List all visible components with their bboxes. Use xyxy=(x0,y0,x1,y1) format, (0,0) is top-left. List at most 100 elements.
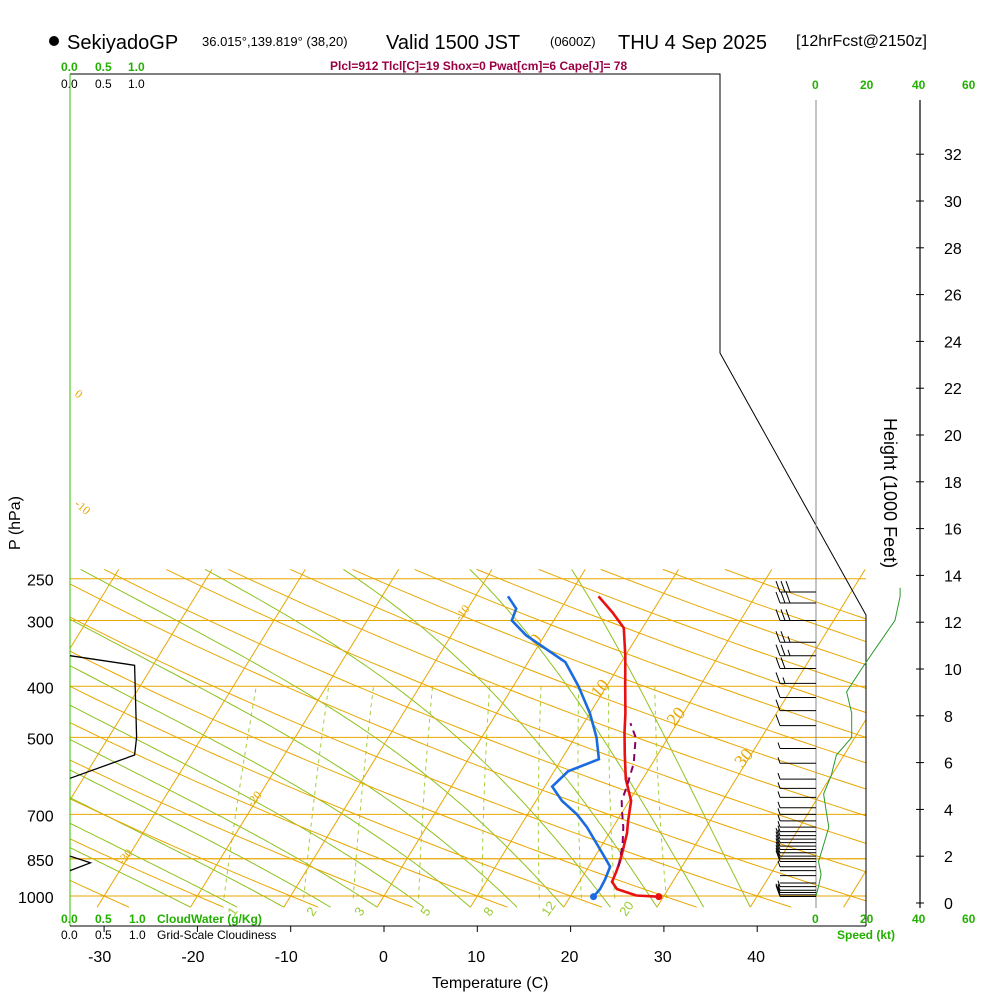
moist-adiabat-line xyxy=(70,618,518,908)
cloud-water-tick-bottom-1: 0.5 xyxy=(95,912,112,926)
height-tick-label: 0 xyxy=(944,896,953,913)
wind-barb-flag xyxy=(775,850,781,862)
wind-barb-flag xyxy=(775,591,781,604)
wind-barb-flag xyxy=(775,834,781,847)
wind-barb xyxy=(777,880,816,888)
wind-barb xyxy=(775,631,816,643)
wind-barb-flag xyxy=(775,580,781,593)
height-tick-label: 32 xyxy=(944,147,962,164)
cloud-water-tick-bottom-2: 1.0 xyxy=(129,912,146,926)
wind-barb xyxy=(775,827,816,840)
mixing-ratio-line xyxy=(654,686,667,899)
wind-barb xyxy=(777,742,816,750)
wind-barb-half xyxy=(777,825,781,832)
cloud-water-tick-top-1: 0.5 xyxy=(95,60,112,74)
wind-profile xyxy=(775,100,901,908)
dry-adiabat-label: -10 xyxy=(72,497,93,518)
speed-tick-bottom-0: 0 xyxy=(812,912,819,926)
pressure-tick-label: 1000 xyxy=(18,890,54,907)
dry-adiabat-line xyxy=(70,722,508,908)
wind-barb xyxy=(777,808,816,815)
wind-barb xyxy=(775,714,816,727)
height-tick-label: 2 xyxy=(944,849,953,866)
temperature-tick-label: -10 xyxy=(275,949,298,966)
wind-barb-half xyxy=(777,829,781,836)
height-tick-label: 30 xyxy=(944,194,962,211)
wind-barb xyxy=(775,657,816,669)
wind-barb-flag xyxy=(780,609,786,621)
series-dewpoint-line xyxy=(506,595,612,898)
wind-barb-flag xyxy=(775,844,781,857)
dry-adiabat-line xyxy=(70,759,414,908)
mixing-ratio-label: 3 xyxy=(351,904,367,919)
forecast-info: [12hrFcst@2150z] xyxy=(796,33,927,50)
surface-temperature-point xyxy=(655,893,663,901)
grid-lines xyxy=(70,568,866,908)
valid-zulu: (0600Z) xyxy=(550,34,596,49)
wind-barb-half xyxy=(777,884,781,891)
wind-speed-line xyxy=(815,587,901,897)
wind-barb-flag xyxy=(780,644,786,656)
mixing-ratio-line xyxy=(537,686,542,899)
wind-barb xyxy=(775,831,816,844)
mixing-ratio-line xyxy=(418,686,434,899)
wind-barb xyxy=(777,829,816,837)
sounding-series xyxy=(506,595,663,901)
wind-barb xyxy=(775,591,816,604)
height-tick-label: 24 xyxy=(944,334,962,351)
wind-barb-half xyxy=(777,791,781,798)
height-tick-label: 26 xyxy=(944,288,962,305)
height-tick-label: 12 xyxy=(944,615,962,632)
dry-adiabat-line xyxy=(70,616,792,908)
isotherm-line xyxy=(563,569,773,908)
temperature-tick-label: 10 xyxy=(467,949,485,966)
isotherm-line xyxy=(469,569,679,908)
dry-adiabat-line xyxy=(228,568,866,817)
cloudiness-profile xyxy=(69,655,138,872)
temperature-tick-label: -30 xyxy=(88,949,111,966)
wind-barb xyxy=(777,825,816,833)
wind-barb-flag xyxy=(775,644,781,656)
wind-barb xyxy=(777,782,816,789)
isotherm-line xyxy=(656,569,866,908)
wind-barb xyxy=(775,838,816,850)
wind-barb-flag xyxy=(775,885,781,897)
wind-barb xyxy=(775,699,816,712)
wind-barb-flag xyxy=(775,686,781,698)
height-tick-label: 4 xyxy=(944,802,953,819)
wind-barb-flag xyxy=(775,672,781,684)
cloud-scale-top: 0.0 0.5 1.0 0.0 0.5 1.0 xyxy=(61,60,145,91)
speed-tick-bottom-1: 20 xyxy=(860,912,874,926)
wind-barb xyxy=(777,884,816,891)
wind-barb-flag xyxy=(775,847,781,859)
height-tick-label: 16 xyxy=(944,522,962,539)
pressure-tick-label: 300 xyxy=(27,614,54,631)
mixing-ratio-line xyxy=(352,686,374,899)
cloudiness-tick-bottom-0: 0.0 xyxy=(61,928,78,942)
speed-tick-top-3: 60 xyxy=(962,78,976,92)
wind-barb xyxy=(775,609,816,621)
wind-barb xyxy=(775,580,816,593)
station-name: SekiyadoGP xyxy=(67,32,178,54)
wind-barb-half xyxy=(777,808,781,815)
wind-barb xyxy=(775,834,816,847)
wind-barb xyxy=(775,847,816,860)
station-bullet-icon xyxy=(49,36,59,46)
cloud-water-label: CloudWater (g/Kg) xyxy=(157,912,262,926)
wind-barb-flag xyxy=(775,631,781,643)
series-temperature-line xyxy=(597,595,659,898)
speed-tick-top-1: 20 xyxy=(860,78,874,92)
wind-barb-half xyxy=(777,820,781,828)
dry-adiabat-line xyxy=(290,568,866,790)
wind-barb xyxy=(775,844,816,857)
height-tick-label: 14 xyxy=(944,568,962,585)
isotherm-line xyxy=(749,718,866,908)
wind-barb-half xyxy=(777,782,781,789)
moist-adiabat-line xyxy=(70,769,331,908)
cloudiness-line-lower xyxy=(69,855,93,872)
isotherm-line xyxy=(376,569,586,908)
wind-barb xyxy=(775,850,816,862)
pressure-tick-label: 500 xyxy=(27,731,54,748)
valid-time: Valid 1500 JST xyxy=(386,32,520,54)
